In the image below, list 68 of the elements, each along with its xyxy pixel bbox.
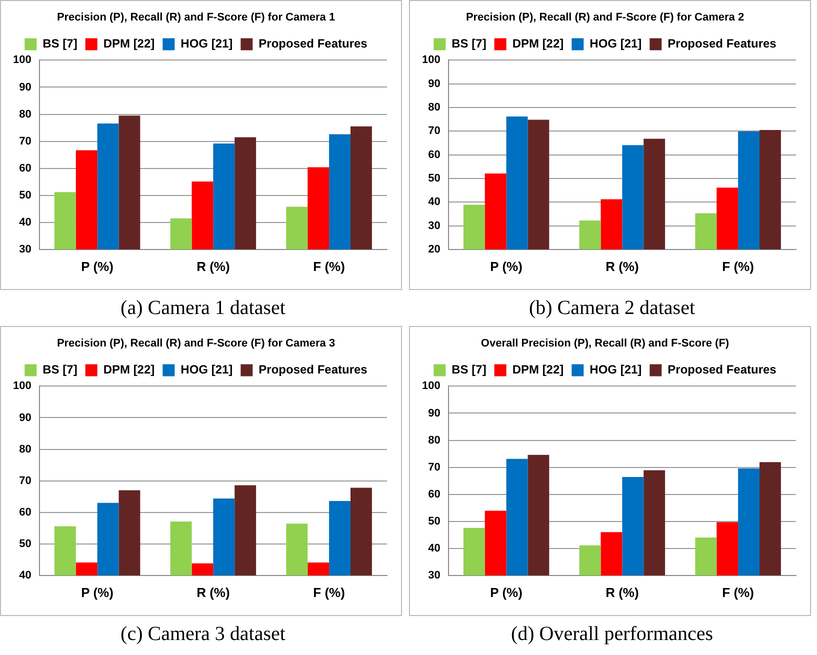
x-tick-label: F (%) — [313, 258, 345, 274]
y-tick-label: 40 — [19, 569, 32, 582]
text: (d) Overall performances — [510, 622, 714, 647]
y-tick-label: 50 — [428, 172, 440, 184]
y-tick-label: 60 — [19, 162, 32, 174]
x-tick-label: F (%) — [313, 584, 345, 600]
legend-label: HOG [21] — [180, 36, 233, 51]
x-tick-label: R (%) — [196, 584, 230, 600]
text: (b) Camera 2 dataset — [528, 296, 696, 321]
y-tick-label: 90 — [428, 407, 440, 420]
y-tick-label: 80 — [428, 434, 440, 446]
legend-label: Proposed Features — [668, 362, 777, 377]
y-tick-label: 90 — [19, 81, 32, 94]
y-tick-label: 100 — [12, 54, 32, 66]
y-tick-label: 30 — [428, 220, 440, 232]
y-tick-label: 30 — [428, 569, 440, 582]
legend-label: Proposed Features — [258, 362, 368, 377]
x-tick-label: P (%) — [81, 584, 114, 600]
y-tick-label: 60 — [428, 148, 440, 161]
legend-label: BS [7] — [42, 362, 78, 377]
y-tick-label: 90 — [428, 78, 440, 90]
x-tick-label: R (%) — [606, 584, 639, 600]
legend-label: DPM [22] — [512, 36, 564, 51]
legend-label: BS [7] — [452, 36, 486, 51]
y-tick-label: 60 — [428, 488, 440, 500]
chart-title: Precision (P), Recall (R) and F-Score (F) for Camera 1 — [56, 12, 336, 24]
x-tick-label: P (%) — [490, 258, 522, 274]
y-tick-label: 60 — [19, 506, 32, 518]
legend-label: DPM [22] — [103, 36, 155, 51]
x-tick-label: R (%) — [606, 258, 639, 274]
y-tick-label: 90 — [19, 412, 32, 424]
x-tick-label: F (%) — [722, 584, 754, 600]
chart-title: Overall Precision (P), Recall (R) and F-Score (F) — [480, 338, 730, 350]
y-tick-label: 100 — [422, 380, 440, 392]
legend-label: BS [7] — [42, 36, 78, 51]
y-tick-label: 20 — [428, 243, 440, 256]
x-tick-label: R (%) — [196, 258, 230, 274]
x-tick-label: P (%) — [490, 584, 522, 600]
y-tick-label: 40 — [428, 196, 440, 208]
y-tick-label: 50 — [428, 515, 440, 528]
y-tick-label: 70 — [19, 135, 32, 148]
legend-label: DPM [22] — [103, 362, 155, 377]
legend-label: HOG [21] — [590, 36, 642, 51]
y-tick-label: 40 — [428, 542, 440, 554]
y-tick-label: 70 — [19, 474, 32, 487]
legend-label: Proposed Features — [668, 36, 777, 51]
y-tick-label: 50 — [19, 189, 32, 202]
y-tick-label: 100 — [422, 54, 440, 66]
y-tick-label: 80 — [19, 108, 32, 120]
y-tick-label: 100 — [12, 380, 32, 392]
legend-label: DPM [22] — [512, 362, 564, 377]
x-tick-label: F (%) — [722, 258, 754, 274]
text: (a) Camera 1 dataset — [120, 296, 286, 321]
y-tick-label: 70 — [428, 125, 440, 138]
text: (c) Camera 3 dataset — [120, 622, 286, 647]
x-tick-label: P (%) — [81, 258, 114, 274]
legend-label: Proposed Features — [258, 36, 368, 51]
legend-label: BS [7] — [452, 362, 486, 377]
y-tick-label: 80 — [428, 102, 440, 114]
legend-label: HOG [21] — [590, 362, 642, 377]
chart-title: Precision (P), Recall (R) and F-Score (F) for Camera 3 — [56, 338, 336, 350]
y-tick-label: 40 — [19, 216, 32, 228]
y-tick-label: 50 — [19, 538, 32, 550]
chart-title: Precision (P), Recall (R) and F-Score (F) for Camera 2 — [466, 12, 744, 24]
y-tick-label: 80 — [19, 443, 32, 456]
y-tick-label: 30 — [19, 243, 32, 256]
legend-label: HOG [21] — [180, 362, 233, 377]
y-tick-label: 70 — [428, 461, 440, 474]
